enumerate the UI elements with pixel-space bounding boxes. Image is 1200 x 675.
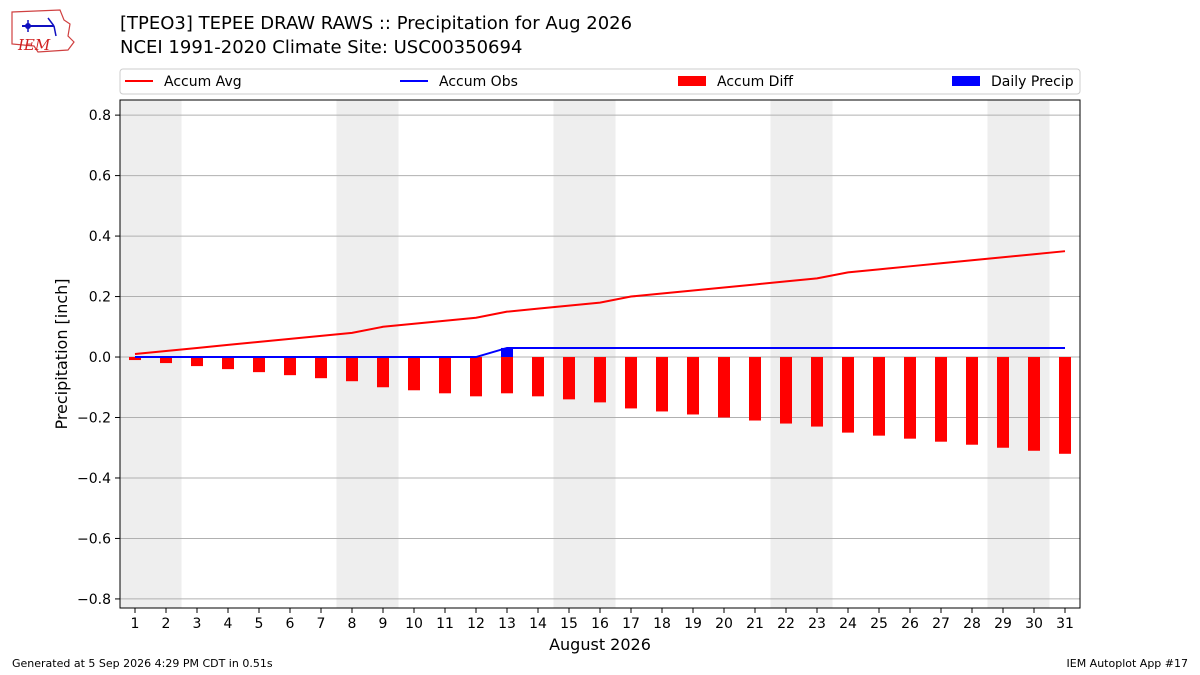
- accum-diff-bar: [129, 357, 141, 361]
- legend-swatch: [678, 76, 706, 86]
- x-tick-label: 30: [1025, 616, 1043, 632]
- x-tick-label: 3: [193, 616, 202, 632]
- chart-title: [TPEO3] TEPEE DRAW RAWS :: Precipitation…: [120, 13, 633, 34]
- accum-diff-bar: [966, 357, 978, 445]
- accum-diff-bar: [532, 357, 544, 397]
- svg-text:IEM: IEM: [17, 36, 51, 54]
- weekend-shade: [553, 100, 616, 608]
- y-tick-label: −0.2: [77, 411, 111, 427]
- x-tick-label: 12: [467, 616, 485, 632]
- x-tick-label: 23: [808, 616, 826, 632]
- x-tick-label: 5: [255, 616, 264, 632]
- accum-diff-bar: [253, 357, 265, 373]
- legend-label: Accum Avg: [164, 74, 242, 90]
- x-tick-label: 17: [622, 616, 640, 632]
- accum-diff-bar: [470, 357, 482, 397]
- y-tick-label: −0.8: [77, 592, 111, 608]
- accum-diff-bar: [718, 357, 730, 418]
- accum-diff-bar: [315, 357, 327, 379]
- accum-diff-bar: [191, 357, 203, 367]
- accum-diff-bar: [377, 357, 389, 388]
- accum-diff-bar: [594, 357, 606, 403]
- iem-logo: IEM: [11, 9, 75, 54]
- legend-swatch: [952, 76, 980, 86]
- daily-precip-bar: [501, 347, 513, 358]
- x-tick-label: 22: [777, 616, 795, 632]
- x-tick-label: 4: [224, 616, 233, 632]
- accum-diff-bar: [625, 357, 637, 409]
- x-tick-label: 26: [901, 616, 919, 632]
- accum-diff-bar: [284, 357, 296, 376]
- x-tick-label: 19: [684, 616, 702, 632]
- x-tick-label: 27: [932, 616, 950, 632]
- accum-diff-bar: [1059, 357, 1071, 454]
- x-tick-label: 15: [560, 616, 578, 632]
- x-tick-label: 16: [591, 616, 609, 632]
- accum-diff-bar: [935, 357, 947, 442]
- accum-diff-bar: [780, 357, 792, 424]
- x-tick-label: 21: [746, 616, 764, 632]
- weekend-shade: [770, 100, 833, 608]
- accum-diff-bar: [656, 357, 668, 412]
- y-axis-label: Precipitation [inch]: [52, 278, 71, 429]
- accum-diff-bar: [687, 357, 699, 415]
- x-tick-label: 2: [162, 616, 171, 632]
- accum-diff-bar: [749, 357, 761, 421]
- y-tick-label: −0.4: [77, 471, 111, 487]
- accum-diff-bar: [160, 357, 172, 364]
- legend-label: Daily Precip: [991, 74, 1074, 90]
- accum-diff-bar: [439, 357, 451, 394]
- x-tick-label: 14: [529, 616, 547, 632]
- legend-label: Accum Obs: [439, 74, 518, 90]
- x-axis-label: August 2026: [549, 635, 651, 654]
- legend-box: [119, 68, 1081, 95]
- x-tick-label: 25: [870, 616, 888, 632]
- y-tick-label: 0.6: [89, 169, 111, 185]
- x-tick-label: 18: [653, 616, 671, 632]
- x-tick-label: 28: [963, 616, 981, 632]
- x-tick-label: 1: [131, 616, 140, 632]
- generated-timestamp: Generated at 5 Sep 2026 4:29 PM CDT in 0…: [12, 657, 273, 670]
- x-tick-label: 20: [715, 616, 733, 632]
- x-tick-label: 10: [405, 616, 423, 632]
- accum-avg-line: [134, 250, 1066, 355]
- accum-diff-bar: [904, 357, 916, 439]
- accum-diff-bar: [842, 357, 854, 433]
- x-tick-label: 29: [994, 616, 1012, 632]
- accum-diff-bar: [873, 357, 885, 436]
- accum-obs-line: [135, 346, 1065, 359]
- x-tick-label: 9: [379, 616, 388, 632]
- accum-diff-bar: [1028, 357, 1040, 451]
- accum-diff-bar: [346, 357, 358, 382]
- y-tick-label: −0.6: [77, 531, 111, 547]
- x-tick-label: 11: [436, 616, 454, 632]
- weekend-shade: [987, 100, 1050, 608]
- weekend-shade: [336, 100, 399, 608]
- weekend-shade: [120, 100, 182, 608]
- y-tick-label: 0.2: [89, 290, 111, 306]
- accum-diff-bar: [501, 357, 513, 394]
- y-tick-label: 0.0: [89, 350, 111, 366]
- app-label: IEM Autoplot App #17: [1066, 657, 1189, 670]
- x-tick-label: 6: [286, 616, 295, 632]
- y-tick-label: 0.4: [89, 229, 111, 245]
- x-tick-label: 31: [1056, 616, 1074, 632]
- y-tick-label: 0.8: [89, 108, 111, 124]
- x-tick-label: 13: [498, 616, 516, 632]
- accum-diff-bar: [408, 357, 420, 391]
- x-tick-label: 8: [348, 616, 357, 632]
- accum-diff-bar: [563, 357, 575, 400]
- x-tick-label: 24: [839, 616, 857, 632]
- accum-diff-bar: [811, 357, 823, 427]
- accum-diff-bar: [222, 357, 234, 370]
- x-tick-label: 7: [317, 616, 326, 632]
- legend-label: Accum Diff: [717, 74, 793, 90]
- chart-subtitle: NCEI 1991-2020 Climate Site: USC00350694: [120, 37, 523, 58]
- accum-diff-bar: [997, 357, 1009, 448]
